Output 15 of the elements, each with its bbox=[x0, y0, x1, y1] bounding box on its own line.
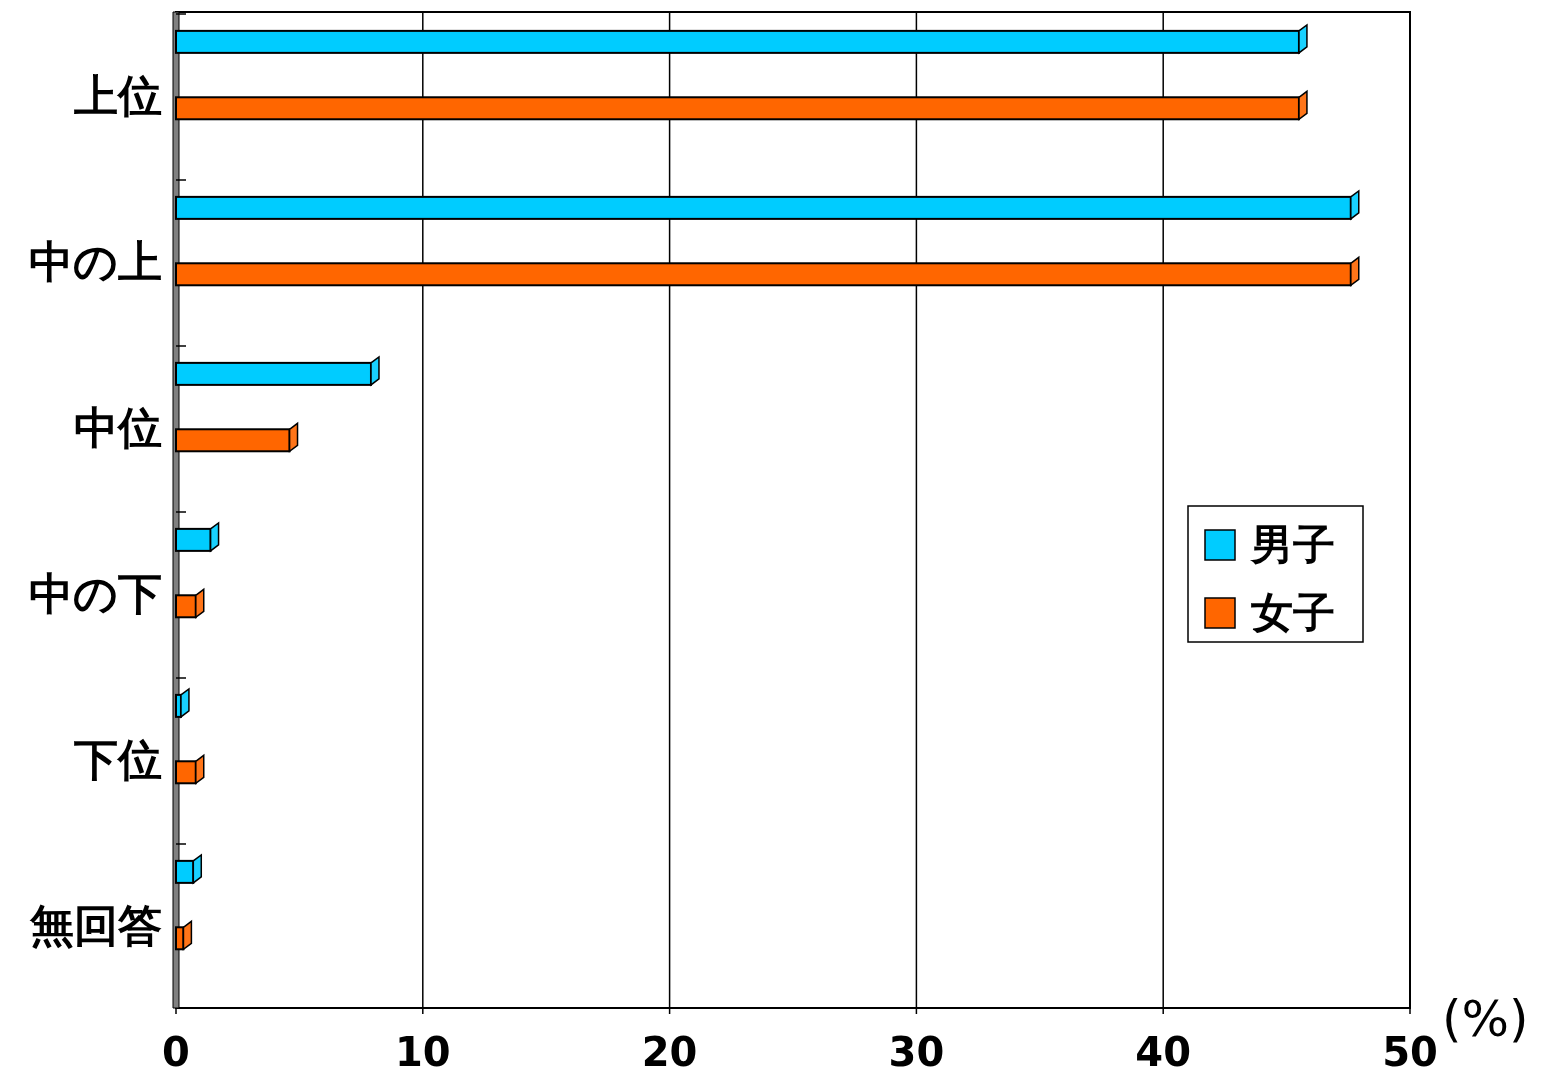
y-tick-label: 中の下 bbox=[29, 568, 162, 619]
x-tick-label: 20 bbox=[641, 1029, 698, 1073]
y-tick-label: 中の上 bbox=[29, 236, 162, 287]
y-tick-label: 無回答 bbox=[29, 900, 162, 951]
x-axis-title: (%) bbox=[1442, 990, 1529, 1048]
y-tick-label: 下位 bbox=[74, 734, 162, 785]
x-tick-label: 30 bbox=[888, 1029, 945, 1073]
legend-label: 男子 bbox=[1249, 520, 1335, 569]
x-tick-label: 0 bbox=[162, 1029, 190, 1073]
legend-label: 女子 bbox=[1250, 588, 1335, 637]
x-tick-label: 50 bbox=[1382, 1029, 1438, 1073]
x-tick-label: 10 bbox=[394, 1029, 451, 1073]
y-tick-label: 上位 bbox=[74, 70, 162, 121]
y-tick-label: 中位 bbox=[74, 402, 162, 453]
x-tick-label: 40 bbox=[1135, 1029, 1192, 1073]
